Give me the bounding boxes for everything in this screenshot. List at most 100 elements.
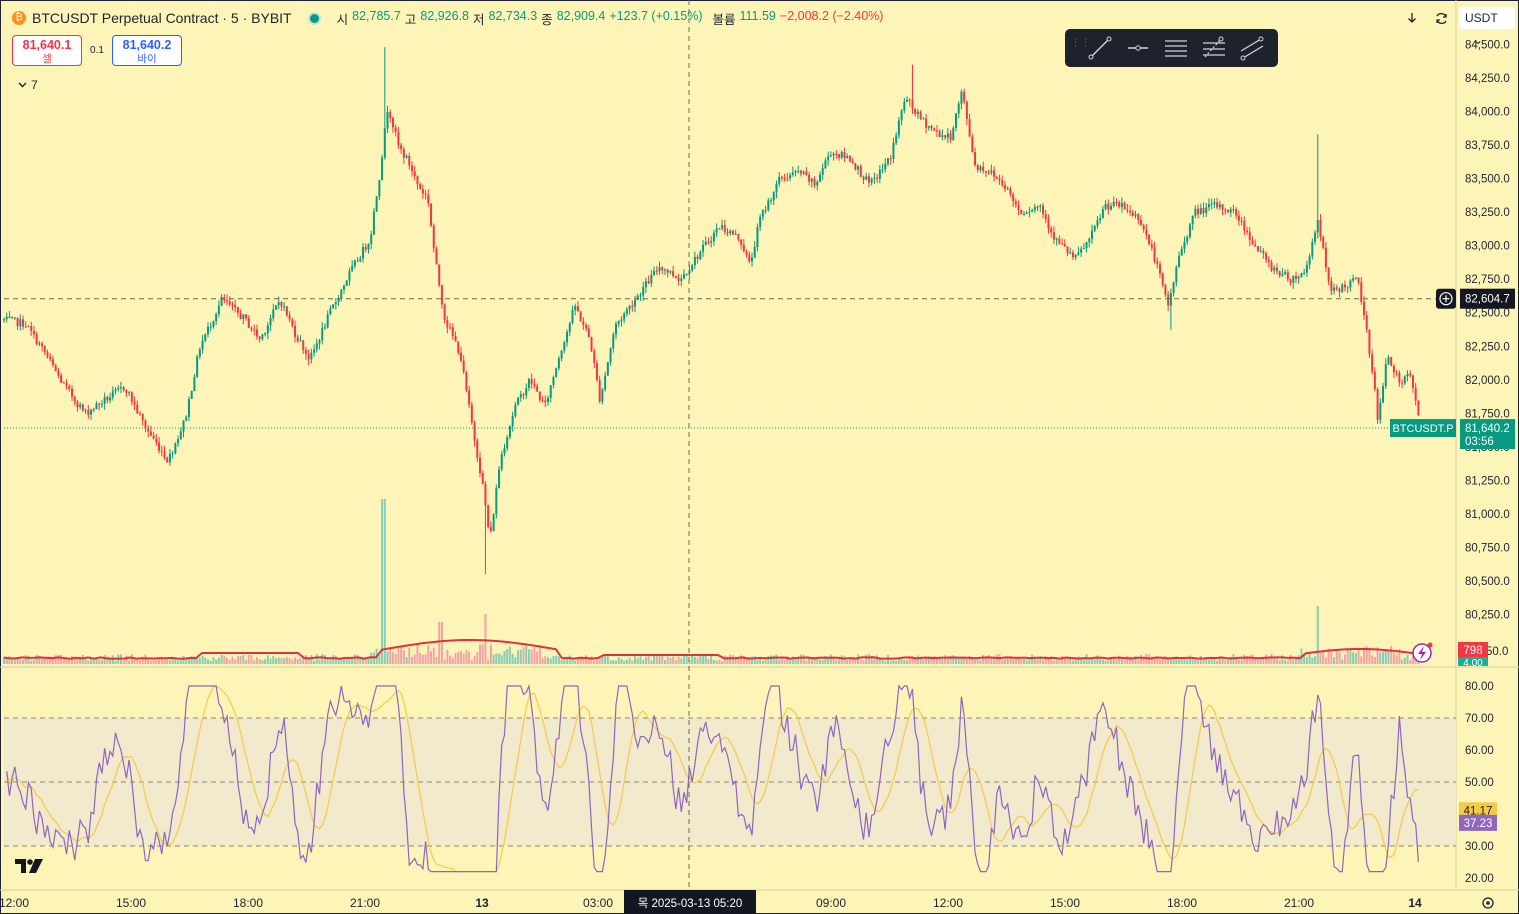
candle	[372, 208, 375, 236]
candle-body	[106, 396, 109, 401]
horizontal-ray-tool[interactable]	[1119, 29, 1157, 67]
candle-body	[914, 108, 917, 114]
volume-bar	[348, 657, 351, 664]
candle	[971, 133, 974, 153]
candle-body	[1275, 267, 1278, 272]
candle-body	[160, 450, 163, 452]
candle-body	[731, 230, 734, 235]
candle	[323, 323, 326, 330]
buy-button[interactable]: 81,640.2 바이	[112, 35, 182, 66]
candle	[481, 470, 484, 485]
candle	[906, 96, 909, 103]
candle	[827, 151, 830, 166]
candle-body	[468, 390, 471, 405]
volume-bar	[280, 657, 283, 664]
candle-body	[207, 326, 209, 335]
candle	[848, 155, 851, 163]
candle-body	[242, 314, 245, 319]
candle	[764, 205, 767, 214]
candle	[201, 334, 204, 354]
volume-bar	[952, 655, 955, 664]
volume-bar	[1414, 658, 1417, 664]
candle-body	[114, 389, 117, 392]
candle	[198, 347, 201, 360]
trend-line-tool[interactable]	[1081, 29, 1119, 67]
volume-bar	[446, 649, 449, 664]
volume-bar	[574, 660, 577, 664]
candle-body	[1292, 275, 1295, 283]
parallel-channel-tool[interactable]	[1233, 29, 1271, 67]
candle-body	[1112, 201, 1115, 206]
volume-bar	[935, 656, 938, 664]
candle	[1273, 265, 1276, 275]
candle-body	[451, 327, 454, 336]
candle	[119, 381, 122, 394]
download-button[interactable]	[1401, 7, 1423, 29]
replay-lightning-button[interactable]	[1412, 642, 1433, 663]
candle	[1371, 349, 1374, 375]
candle	[468, 385, 471, 409]
volume-bar	[1303, 653, 1306, 664]
volume-bar	[653, 655, 656, 664]
volume-bar	[1205, 658, 1208, 664]
volume-bar	[1281, 655, 1284, 664]
candle-body	[525, 388, 528, 396]
fib-retracement-tool[interactable]	[1195, 29, 1233, 67]
indicators-collapse-button[interactable]: 7	[14, 76, 44, 94]
volume-bar	[1175, 655, 1178, 664]
candle-body	[865, 176, 868, 180]
candle-body	[984, 170, 987, 173]
volume-ma-label: 4.00	[1463, 658, 1483, 669]
candle-body	[1327, 267, 1330, 281]
candle-body	[1074, 254, 1077, 258]
candle-body	[326, 314, 329, 328]
candle-body	[1243, 220, 1246, 231]
volume-bar	[198, 658, 201, 664]
candle	[1403, 375, 1406, 386]
candle	[136, 400, 139, 414]
volume-bar	[609, 660, 612, 664]
volume-bar	[751, 656, 753, 664]
candle	[884, 158, 887, 173]
volume-bar	[1357, 647, 1360, 664]
candle-body	[391, 117, 394, 128]
candle	[1126, 203, 1129, 214]
candle-body	[73, 396, 76, 402]
candle	[1055, 237, 1058, 246]
candle	[835, 150, 838, 159]
volume-bar	[1044, 656, 1047, 664]
volume-bar	[109, 658, 112, 664]
volume-bar	[617, 657, 620, 664]
horizontal-lines-tool[interactable]	[1157, 29, 1195, 67]
volume-bar	[1401, 659, 1404, 664]
candle-body	[103, 396, 106, 404]
candle	[185, 415, 188, 422]
volume-bar	[805, 660, 808, 664]
candle-body	[65, 382, 68, 386]
candle	[503, 443, 506, 457]
volume-bar	[639, 656, 642, 664]
volume-bar	[691, 655, 694, 664]
refresh-button[interactable]	[1430, 7, 1452, 29]
candle-body	[527, 379, 530, 389]
currency-select[interactable]: USDT ⌄	[1459, 7, 1515, 47]
volume-bar	[8, 656, 11, 664]
volume-bar	[704, 655, 707, 664]
symbol-title[interactable]: BTCUSDT Perpetual Contract · 5 · BYBIT	[32, 10, 292, 26]
volume-bar	[71, 655, 73, 664]
volume-bar	[158, 659, 161, 664]
candle-body	[848, 156, 851, 162]
volume-bar	[925, 656, 928, 664]
candle	[476, 438, 479, 463]
sell-button[interactable]: 81,640.1 셀	[12, 35, 82, 66]
add-alert-button[interactable]	[1436, 288, 1456, 309]
candle-body	[1401, 382, 1404, 384]
drag-handle-icon[interactable]: ⋮⋮	[1071, 37, 1091, 47]
arrow-down-icon	[1408, 13, 1416, 23]
candle-body	[840, 152, 843, 158]
symbol-legend[interactable]: ₿ BTCUSDT Perpetual Contract · 5 · BYBIT…	[12, 8, 883, 28]
candle-body	[1129, 210, 1132, 213]
tradingview-logo[interactable]	[15, 857, 47, 880]
candle	[147, 425, 150, 438]
